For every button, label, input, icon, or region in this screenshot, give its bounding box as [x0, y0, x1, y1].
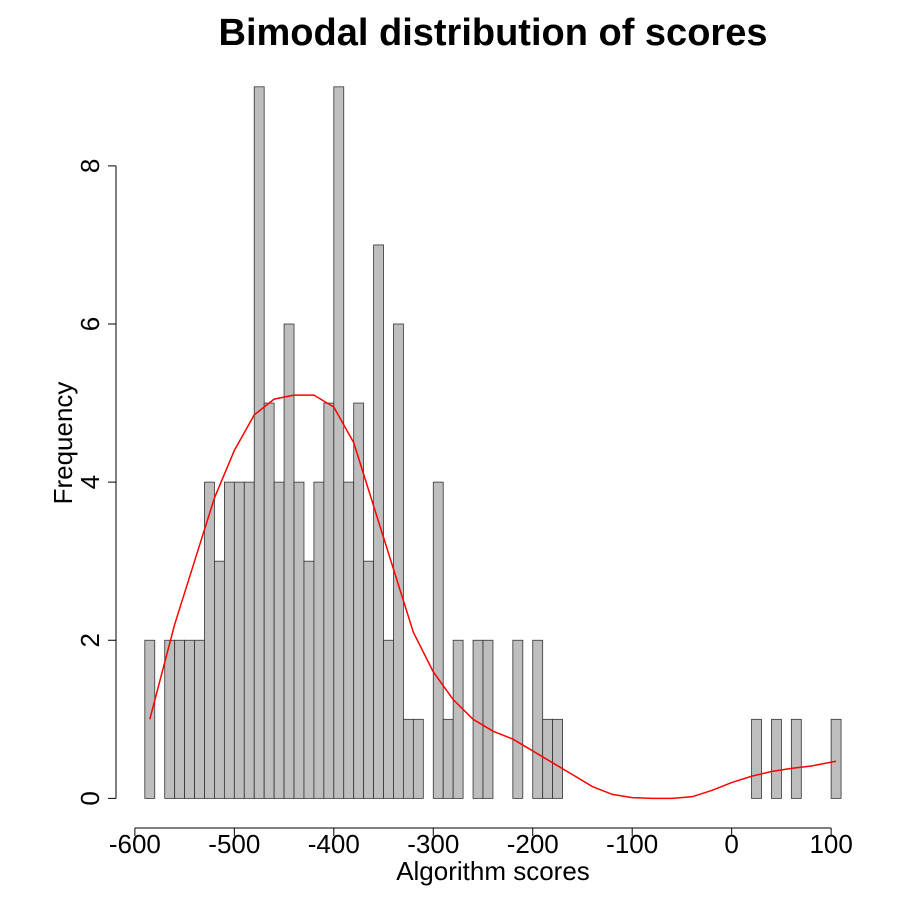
bar	[790, 718, 802, 799]
y-tick-label: 8	[75, 159, 105, 173]
bar	[512, 639, 524, 799]
bar	[243, 481, 255, 799]
x-axis-label: Algorithm scores	[396, 856, 590, 886]
y-axis-label: Frequency	[48, 382, 78, 505]
density-curve	[149, 394, 837, 800]
y-tick-label: 6	[75, 317, 105, 331]
x-tick-label: -200	[507, 829, 559, 859]
bar	[194, 639, 205, 799]
x-tick-label: 100	[809, 829, 852, 859]
bar	[184, 639, 195, 799]
bar	[412, 718, 424, 799]
bar	[383, 639, 394, 799]
bar	[164, 639, 176, 799]
bar	[303, 560, 315, 799]
bar	[333, 86, 345, 799]
x-tick-label: 0	[724, 829, 738, 859]
bar	[253, 86, 265, 799]
bar	[343, 481, 355, 799]
bar	[204, 481, 215, 799]
bar	[323, 402, 335, 799]
bar	[442, 718, 454, 799]
bar	[273, 481, 285, 799]
bar	[263, 402, 275, 799]
bar	[432, 481, 444, 799]
bar	[363, 560, 374, 799]
bar	[542, 718, 554, 799]
bar	[403, 718, 414, 799]
bar	[532, 639, 544, 799]
x-tick-label: -500	[208, 829, 260, 859]
bar	[313, 481, 325, 799]
y-tick-label: 2	[75, 633, 105, 647]
x-tick-label: -100	[606, 829, 658, 859]
bar	[552, 718, 563, 799]
bar	[223, 481, 235, 799]
bar	[233, 481, 245, 799]
x-tick-label: -600	[109, 829, 161, 859]
bar	[482, 639, 494, 799]
x-tick-label: -400	[308, 829, 360, 859]
y-tick-label: 0	[75, 791, 105, 805]
bar	[472, 639, 484, 799]
bar	[830, 718, 842, 799]
chart-title: Bimodal distribution of scores	[219, 12, 768, 54]
bar	[353, 402, 365, 799]
bar	[393, 323, 404, 799]
bar	[452, 639, 464, 799]
bar	[771, 718, 782, 799]
bar	[214, 560, 225, 799]
y-tick-label: 4	[75, 475, 105, 489]
bar	[293, 481, 305, 799]
bar	[174, 639, 186, 799]
x-tick-label: -300	[407, 829, 459, 859]
bar	[751, 718, 762, 799]
